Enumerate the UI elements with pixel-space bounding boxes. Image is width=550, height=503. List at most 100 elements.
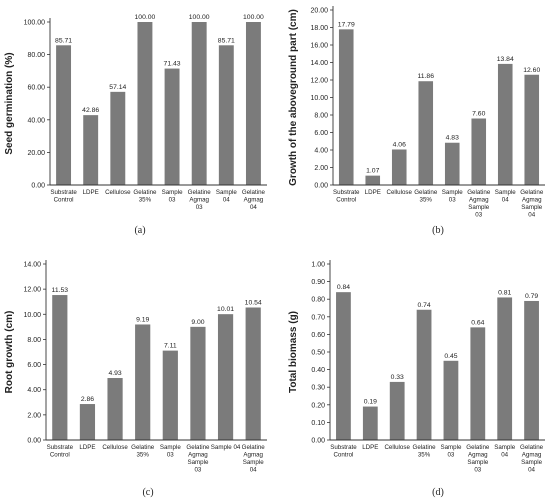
bar-value-label: 0.19 bbox=[364, 399, 377, 406]
x-category-label: Agmag bbox=[189, 197, 209, 204]
x-category-label: Gelatine bbox=[467, 189, 491, 196]
y-tick-label: 2.00 bbox=[27, 412, 41, 419]
x-category-label: Control bbox=[333, 452, 353, 459]
bar-value-label: 11.86 bbox=[417, 73, 434, 80]
bar bbox=[191, 22, 207, 185]
bar-value-label: 4.83 bbox=[446, 135, 459, 142]
x-category-label: Gelatine bbox=[186, 444, 210, 451]
bar-value-label: 12.60 bbox=[523, 67, 540, 74]
bar bbox=[418, 81, 434, 185]
x-category-label: 03 bbox=[475, 212, 482, 219]
x-category-label: Cellulose bbox=[387, 189, 413, 196]
y-tick-label: 0.50 bbox=[311, 350, 325, 357]
bar-value-label: 0.81 bbox=[498, 289, 511, 296]
x-category-label: 04 bbox=[528, 467, 535, 474]
x-category-label: Sample bbox=[243, 459, 265, 466]
y-axis-title: Total biomass (g) bbox=[288, 311, 299, 393]
y-tick-label: 14.00 bbox=[310, 60, 328, 67]
y-axis-title: Seed germination (%) bbox=[4, 52, 15, 154]
bar bbox=[217, 314, 234, 440]
bar-value-label: 4.06 bbox=[393, 141, 406, 148]
x-category-label: Agmag bbox=[243, 452, 263, 459]
y-tick-label: 6.00 bbox=[27, 362, 41, 369]
x-category-label: 03 bbox=[474, 467, 481, 474]
bar-value-label: 0.79 bbox=[525, 293, 538, 300]
y-tick-label: 8.00 bbox=[27, 337, 41, 344]
y-axis-title: Growth of the aboveground part (cm) bbox=[288, 9, 299, 186]
y-tick-label: 0.90 bbox=[311, 279, 325, 286]
x-category-label: Gelatine bbox=[414, 189, 438, 196]
chart-panel-b: 0.00 2.00 4.00 6.00 8.00 10.00 12.00 14.00 16.00… bbox=[288, 6, 545, 236]
x-category-label: Agmag bbox=[244, 197, 264, 204]
bar bbox=[497, 297, 513, 440]
x-category-label: LDPE bbox=[83, 189, 99, 196]
bar bbox=[137, 22, 153, 185]
x-category-label: Sample bbox=[440, 444, 462, 451]
x-category-label: Control bbox=[336, 197, 356, 204]
bar-value-label: 13.84 bbox=[497, 56, 514, 63]
y-tick-label: 2.00 bbox=[314, 165, 328, 172]
x-category-label: Control bbox=[50, 452, 70, 459]
x-category-label: Agmag bbox=[522, 452, 542, 459]
x-category-label: 04 bbox=[250, 467, 257, 474]
bar bbox=[110, 91, 126, 185]
x-category-label: 04 bbox=[223, 197, 230, 204]
x-category-label: Sample bbox=[521, 204, 543, 211]
bar bbox=[52, 295, 68, 440]
bar bbox=[362, 406, 378, 440]
bar bbox=[524, 300, 539, 440]
bar bbox=[245, 307, 261, 440]
bar-value-label: 10.01 bbox=[217, 306, 234, 313]
bar-value-label: 0.45 bbox=[444, 353, 457, 360]
x-category-label: Substrate bbox=[330, 444, 357, 451]
y-tick-label: 0.00 bbox=[31, 183, 45, 190]
x-category-label: 04 bbox=[250, 204, 257, 211]
bar-value-label: 42.86 bbox=[82, 107, 99, 114]
x-category-label: Gelatine bbox=[242, 189, 266, 196]
x-category-label: Sample bbox=[187, 459, 209, 466]
panel-letter: (a) bbox=[134, 225, 145, 236]
chart-panel-c: 0.00 2.00 4.00 6.00 8.00 10.00 12.00 14.00 11.53… bbox=[4, 260, 267, 498]
bar bbox=[56, 45, 72, 186]
y-tick-label: 60.00 bbox=[27, 85, 45, 92]
bar bbox=[391, 149, 407, 185]
x-category-label: 03 bbox=[169, 197, 176, 204]
x-category-label: Sample bbox=[495, 189, 517, 196]
y-tick-label: 12.00 bbox=[23, 287, 41, 294]
bar-value-label: 1.07 bbox=[366, 168, 379, 175]
y-tick-label: 0.80 bbox=[311, 297, 325, 304]
x-category-label: Sample bbox=[494, 444, 516, 451]
y-tick-label: 0.60 bbox=[311, 332, 325, 339]
y-tick-label: 20.00 bbox=[27, 150, 45, 157]
x-category-label: Gelatine bbox=[413, 444, 437, 451]
y-tick-label: 80.00 bbox=[27, 52, 45, 59]
x-category-label: 35% bbox=[420, 197, 433, 204]
x-category-label: Gelatine bbox=[520, 444, 544, 451]
bar bbox=[245, 22, 261, 185]
bar-value-label: 4.93 bbox=[108, 370, 121, 377]
bar-value-label: 9.00 bbox=[191, 319, 204, 326]
panel-letter: (b) bbox=[432, 225, 444, 236]
bar bbox=[443, 360, 459, 440]
bar-value-label: 2.86 bbox=[81, 396, 94, 403]
bar bbox=[338, 29, 354, 186]
y-tick-label: 0.00 bbox=[27, 438, 41, 445]
x-category-label: 35% bbox=[418, 452, 431, 459]
bar-value-label: 9.19 bbox=[136, 316, 149, 323]
y-tick-label: 0.70 bbox=[311, 314, 325, 321]
y-tick-label: 12.00 bbox=[310, 78, 328, 85]
y-tick-label: 18.00 bbox=[310, 25, 328, 32]
x-category-label: Sample bbox=[216, 189, 238, 196]
x-category-label: Cellulose bbox=[102, 444, 128, 451]
y-tick-label: 0.30 bbox=[311, 385, 325, 392]
bar bbox=[162, 350, 178, 440]
x-category-label: Gelatine bbox=[520, 189, 544, 196]
bar bbox=[416, 309, 432, 440]
bar-value-label: 7.60 bbox=[472, 111, 485, 118]
bar-value-label: 85.71 bbox=[55, 37, 72, 44]
bar-value-label: 11.53 bbox=[52, 287, 69, 294]
y-tick-label: 0.10 bbox=[311, 420, 325, 427]
bar bbox=[444, 142, 460, 185]
y-tick-label: 4.00 bbox=[314, 148, 328, 155]
